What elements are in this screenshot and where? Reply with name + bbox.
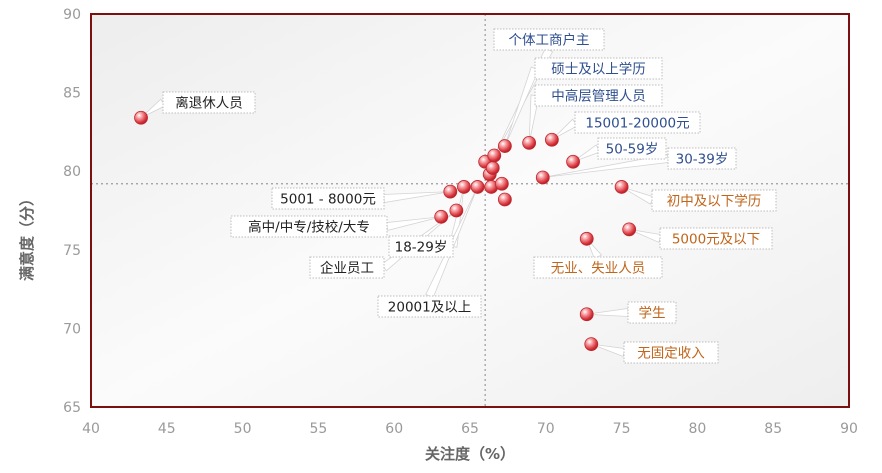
scatter-point	[522, 136, 537, 150]
point-label-box	[651, 189, 777, 212]
point-label-box	[574, 111, 701, 134]
point-label: 硕士及以上学历	[551, 62, 646, 78]
point-label-box	[533, 256, 663, 279]
x-tick-label: 60	[385, 421, 403, 437]
point-label: 30-39岁	[676, 152, 729, 168]
x-tick-label: 65	[461, 421, 479, 437]
scatter-point	[457, 180, 471, 194]
scatter-point	[470, 180, 485, 194]
point-label-box	[534, 57, 663, 80]
scatter-point	[579, 307, 594, 322]
point-label: 高中/中专/技校/大专	[248, 219, 370, 236]
scatter-point	[443, 184, 458, 199]
x-axis-title: 关注度（%）	[425, 445, 515, 463]
x-tick-label: 55	[309, 421, 327, 437]
y-tick-label: 70	[63, 321, 81, 337]
point-label: 离退休人员	[175, 95, 243, 112]
x-tick-label: 70	[537, 421, 555, 437]
scatter-point	[535, 170, 550, 185]
scatter-point	[485, 161, 500, 175]
y-tick-label: 65	[63, 400, 81, 416]
point-label: 50-59岁	[606, 142, 659, 158]
point-label-box	[230, 215, 388, 238]
scatter-point	[497, 139, 512, 153]
point-label: 20001及以上	[388, 300, 471, 316]
point-label: 个体工商户主	[509, 32, 590, 49]
scatter-point	[494, 176, 509, 191]
point-label-box	[271, 187, 385, 210]
point-label: 18-29岁	[395, 240, 448, 256]
point-label-box	[623, 341, 719, 364]
scatter-point	[579, 231, 594, 246]
x-tick-label: 90	[840, 421, 858, 437]
point-label-box	[309, 256, 385, 279]
x-tick-label: 45	[158, 421, 176, 437]
point-label: 无固定收入	[637, 346, 705, 362]
point-label: 中高层管理人员	[551, 88, 646, 105]
point-label: 企业员工	[320, 260, 374, 277]
y-tick-label: 80	[63, 164, 81, 180]
point-label-box	[388, 235, 454, 258]
point-label-box	[534, 84, 663, 107]
point-label-box	[667, 147, 737, 170]
y-axis-title: 满意度（分）	[18, 191, 36, 281]
scatter-point	[449, 203, 464, 218]
point-label-box	[377, 295, 482, 318]
scatter-point	[134, 110, 148, 125]
point-label: 5001 - 8000元	[280, 192, 376, 208]
point-label-box	[627, 301, 677, 324]
y-tick-label: 85	[63, 86, 81, 102]
point-label-box	[597, 137, 667, 160]
scatter-point	[487, 148, 502, 163]
scatter-point	[544, 132, 559, 147]
x-tick-label: 50	[234, 421, 252, 437]
point-label: 5000元及以下	[672, 232, 760, 248]
point-label: 15001-20000元	[585, 116, 689, 132]
point-label-box	[659, 227, 773, 250]
scatter-point	[614, 180, 629, 194]
point-label-box	[162, 91, 256, 114]
x-tick-label: 80	[688, 421, 706, 437]
plot-border	[90, 13, 850, 408]
y-tick-label: 75	[63, 243, 81, 259]
point-label-box	[493, 28, 605, 51]
scatter-point	[497, 192, 512, 207]
point-label: 无业、失业人员	[551, 261, 646, 277]
point-label: 学生	[639, 306, 666, 322]
point-label: 初中及以下学历	[667, 193, 762, 210]
scatter-point	[566, 154, 580, 169]
scatter-point	[622, 222, 637, 237]
x-tick-label: 85	[764, 421, 782, 437]
x-tick-label: 40	[82, 421, 100, 437]
x-tick-label: 75	[613, 421, 631, 437]
scatter-point	[434, 209, 449, 224]
scatter-point	[584, 337, 599, 352]
y-tick-label: 90	[63, 7, 81, 23]
